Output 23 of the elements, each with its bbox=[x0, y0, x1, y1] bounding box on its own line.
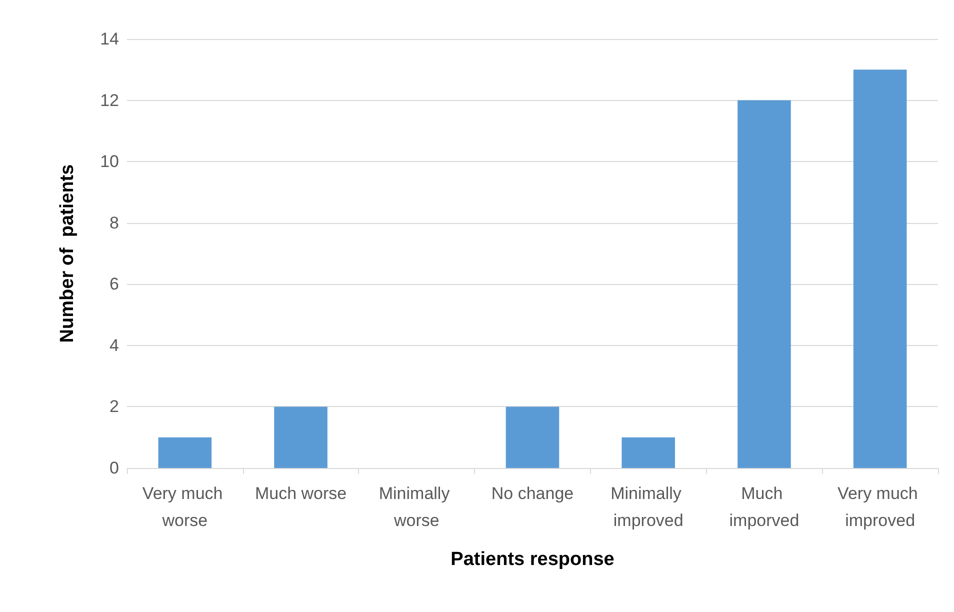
bar bbox=[622, 437, 676, 468]
y-tick-label: 4 bbox=[110, 336, 119, 355]
x-tick-label: No change bbox=[491, 484, 574, 503]
bar bbox=[506, 406, 560, 468]
bar bbox=[738, 100, 791, 468]
y-axis-title: Number of patients bbox=[57, 164, 78, 343]
y-tick-label: 10 bbox=[100, 152, 119, 172]
bar bbox=[274, 406, 328, 468]
y-tick-label: 14 bbox=[100, 30, 119, 48]
x-tick-label: Minimally improved bbox=[610, 484, 686, 530]
y-tick-label: 8 bbox=[110, 213, 119, 232]
x-tick-label: Much worse bbox=[254, 484, 347, 503]
y-tick-label: 6 bbox=[110, 274, 119, 294]
x-tick-label: Very much worse bbox=[142, 484, 228, 530]
x-tick-label: Very much improved bbox=[838, 484, 923, 530]
y-tick-label: 0 bbox=[110, 458, 119, 478]
y-tick-label: 2 bbox=[110, 397, 119, 416]
x-tick-label: Minimally worse bbox=[378, 484, 454, 530]
bar bbox=[853, 70, 907, 468]
x-axis-title: Patients response bbox=[450, 549, 614, 570]
y-tick-label: 12 bbox=[100, 90, 119, 110]
bar bbox=[158, 437, 212, 468]
x-tick-label: Much imporved bbox=[729, 484, 800, 530]
